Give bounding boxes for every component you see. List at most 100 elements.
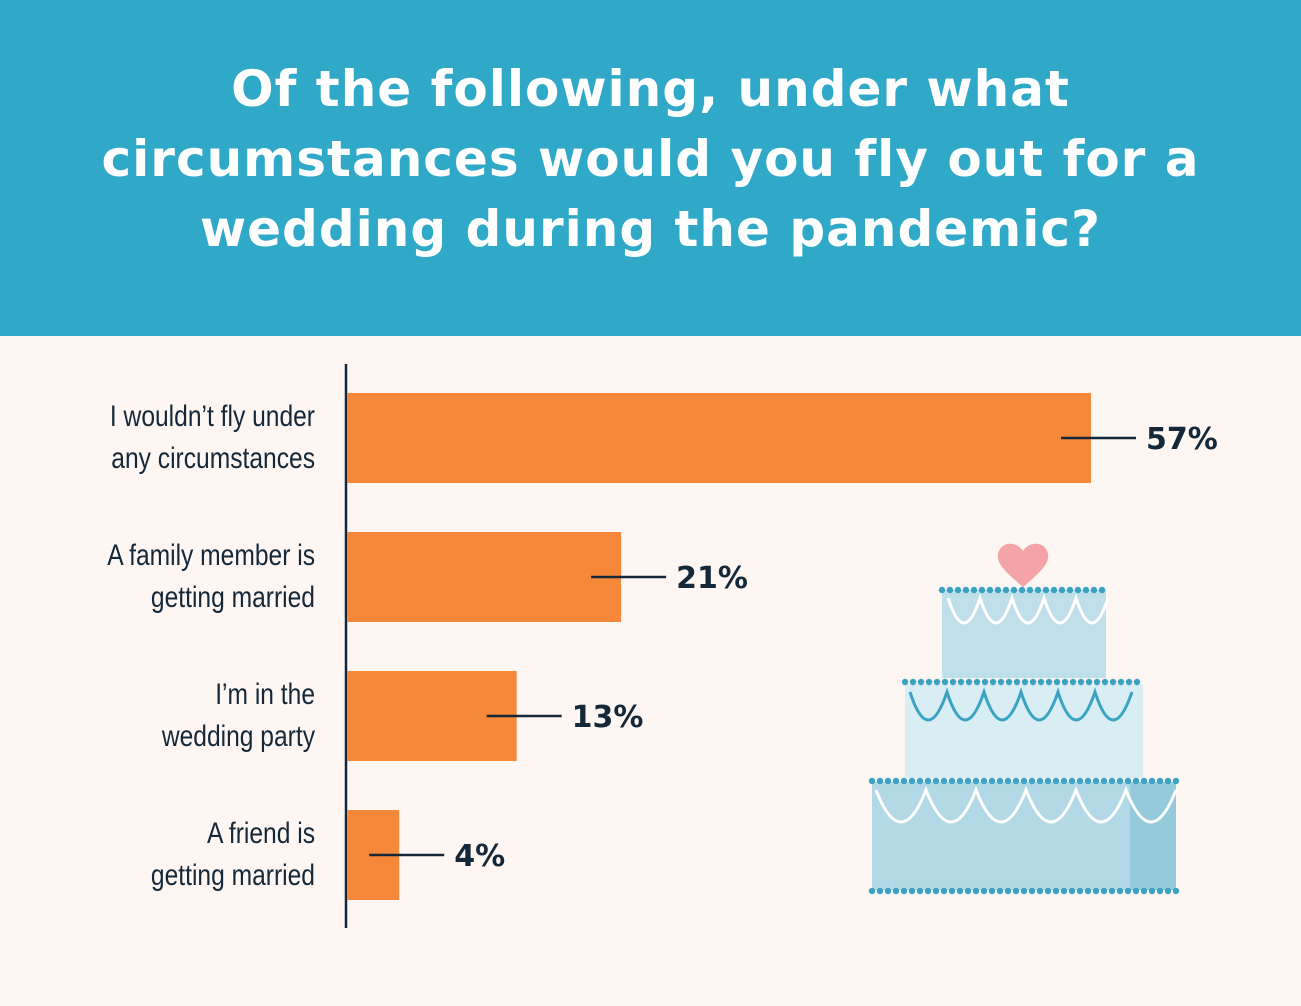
- cake-dot: [892, 777, 900, 785]
- cake-dot: [1109, 678, 1117, 686]
- category-label-2: A family member is getting married: [53, 535, 315, 619]
- cake-dot: [1028, 887, 1036, 895]
- category-label-line: wedding party: [161, 720, 315, 753]
- cake-dot: [994, 586, 1002, 594]
- cake-dot: [1148, 777, 1156, 785]
- cake-dot: [964, 777, 972, 785]
- value-label-1: 57%: [1146, 422, 1218, 457]
- cake-dot: [964, 887, 972, 895]
- cake-dot: [1108, 777, 1116, 785]
- cake-dot: [1068, 887, 1076, 895]
- cake-middle-swags: [908, 687, 1134, 722]
- cake-dot: [940, 887, 948, 895]
- cake-dot: [900, 887, 908, 895]
- cake-bottom-swags: [874, 785, 1178, 824]
- cake-dot: [1066, 586, 1074, 594]
- bars-group: 57% 21% 13% 4%: [347, 393, 1218, 900]
- cake-dot: [972, 887, 980, 895]
- cake-dot: [884, 887, 892, 895]
- heart-icon: [997, 543, 1049, 587]
- cake-dot: [1042, 586, 1050, 594]
- cake-dot: [900, 777, 908, 785]
- cake-dot: [1100, 887, 1108, 895]
- category-label-1: I wouldn’t fly under any circumstances: [53, 396, 315, 480]
- cake-dot: [1037, 678, 1045, 686]
- cake-dot-trim: [868, 586, 1180, 895]
- cake-dot: [916, 777, 924, 785]
- cake-dot: [1052, 887, 1060, 895]
- cake-dot: [1012, 887, 1020, 895]
- cake-dot: [1124, 777, 1132, 785]
- cake-dot: [978, 586, 986, 594]
- cake-dot: [916, 887, 924, 895]
- cake-dot: [1172, 887, 1180, 895]
- cake-dot: [988, 887, 996, 895]
- cake-dot: [1133, 678, 1141, 686]
- category-label-line: any circumstances: [111, 442, 315, 475]
- cake-dot: [1052, 777, 1060, 785]
- category-label-line: I’m in the: [215, 678, 315, 711]
- chart-area: 57% 21% 13% 4% I wouldn’t fly under any circ…: [0, 336, 1301, 1006]
- cake-dot: [1124, 887, 1132, 895]
- cake-dot: [1074, 586, 1082, 594]
- cake-dot: [892, 887, 900, 895]
- value-label-4: 4%: [454, 839, 505, 874]
- cake-dot: [909, 678, 917, 686]
- cake-dot: [1058, 586, 1066, 594]
- bar-2: [347, 532, 622, 622]
- cake-dot: [876, 777, 884, 785]
- cake-dot: [1125, 678, 1133, 686]
- cake-dot: [1018, 586, 1026, 594]
- cake-dot: [1140, 887, 1148, 895]
- cake-dot: [933, 678, 941, 686]
- cake-dot: [1093, 678, 1101, 686]
- cake-dot: [1060, 887, 1068, 895]
- cake-dot: [1076, 777, 1084, 785]
- cake-dot: [997, 678, 1005, 686]
- cake-dot: [1164, 887, 1172, 895]
- cake-dot: [1077, 678, 1085, 686]
- cake-dot: [908, 887, 916, 895]
- cake-dot: [957, 678, 965, 686]
- cake-dot: [908, 777, 916, 785]
- cake-dot: [1026, 586, 1034, 594]
- cake-dot: [962, 586, 970, 594]
- cake-dot: [956, 887, 964, 895]
- cake-dot: [1132, 887, 1140, 895]
- cake-dot: [1082, 586, 1090, 594]
- cake-dot: [1092, 887, 1100, 895]
- cake-dot: [988, 777, 996, 785]
- header-banner: Of the following, under what circumstanc…: [0, 0, 1301, 336]
- bar-chart: 57% 21% 13% 4%: [344, 364, 1218, 928]
- cake-dot: [1117, 678, 1125, 686]
- cake-dot: [876, 887, 884, 895]
- cake-dot: [1004, 887, 1012, 895]
- cake-dot: [917, 678, 925, 686]
- cake-dot: [1010, 586, 1018, 594]
- cake-dot: [986, 586, 994, 594]
- cake-dot: [940, 777, 948, 785]
- cake-dot: [1172, 777, 1180, 785]
- cake-dot: [1020, 887, 1028, 895]
- category-label-line: I wouldn’t fly under: [109, 400, 315, 433]
- cake-dot: [970, 586, 978, 594]
- cake-dot: [1092, 777, 1100, 785]
- category-label-line: A friend is: [206, 817, 315, 850]
- cake-dot: [1021, 678, 1029, 686]
- cake-dot: [1140, 777, 1148, 785]
- cake-dot: [925, 678, 933, 686]
- cake-dot: [1076, 887, 1084, 895]
- cake-dot: [1061, 678, 1069, 686]
- category-label-4: A friend is getting married: [53, 813, 315, 897]
- category-label-3: I’m in the wedding party: [53, 674, 315, 758]
- wedding-cake-icon: [868, 543, 1180, 895]
- cake-dot: [1002, 586, 1010, 594]
- cake-dot: [1068, 777, 1076, 785]
- cake-dot: [1069, 678, 1077, 686]
- cake-dot: [1156, 777, 1164, 785]
- cake-dot: [996, 887, 1004, 895]
- cake-dot: [924, 887, 932, 895]
- cake-dot: [1005, 678, 1013, 686]
- cake-dot: [1164, 777, 1172, 785]
- cake-dot: [972, 777, 980, 785]
